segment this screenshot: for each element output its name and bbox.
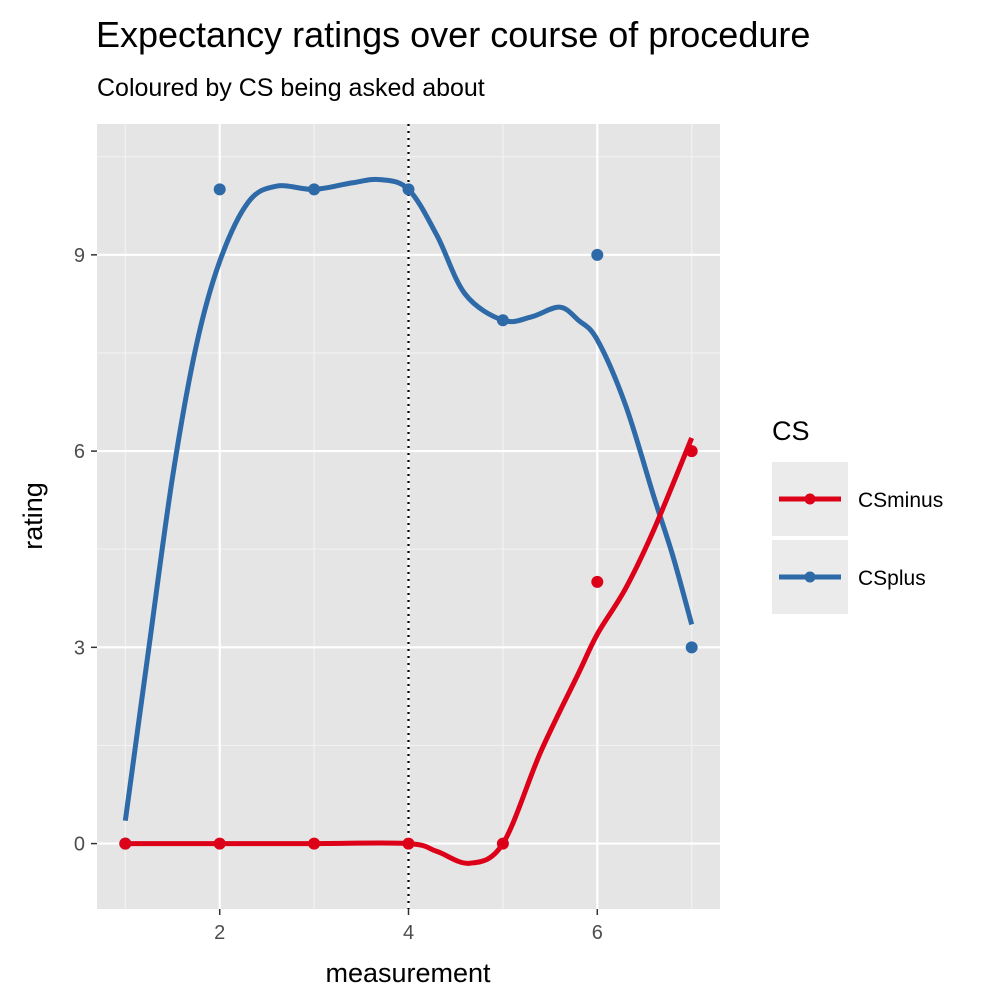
data-point-csminus [213, 837, 226, 850]
y-tick-label: 6 [74, 441, 85, 463]
legend: CS CSminus CSplus [772, 416, 943, 614]
chart-subtitle: Coloured by CS being asked about [97, 74, 485, 102]
data-point-csminus [308, 837, 321, 850]
y-tick-label: 0 [74, 834, 85, 856]
data-point-csplus [685, 641, 698, 654]
data-point-csplus [213, 183, 226, 196]
x-tick-label: 6 [592, 922, 603, 944]
x-tick-label: 2 [214, 922, 225, 944]
y-tick-label: 9 [74, 245, 85, 267]
data-point-csplus [496, 314, 509, 327]
legend-label-csplus: CSplus [858, 567, 926, 590]
series-layer [119, 176, 698, 866]
data-point-csminus [402, 837, 415, 850]
data-point-csminus [591, 575, 604, 588]
y-tick-label: 3 [74, 637, 85, 659]
data-point-csplus [308, 183, 321, 196]
data-point-csplus [402, 183, 415, 196]
y-axis-title: rating [18, 482, 48, 550]
axis-ticks: 2 4 6 0 3 6 9 [74, 245, 603, 944]
x-tick-label: 4 [403, 922, 414, 944]
legend-title: CS [772, 416, 810, 446]
chart-title: Expectancy ratings over course of proced… [96, 14, 811, 55]
legend-label-csminus: CSminus [858, 489, 943, 512]
data-point-csplus [591, 248, 604, 261]
data-point-csminus [119, 837, 132, 850]
x-axis-title: measurement [325, 958, 491, 988]
data-point-csminus [496, 837, 509, 850]
legend-key-csminus-point [804, 493, 816, 505]
data-point-csminus [685, 445, 698, 458]
legend-key-csplus-point [804, 571, 816, 583]
